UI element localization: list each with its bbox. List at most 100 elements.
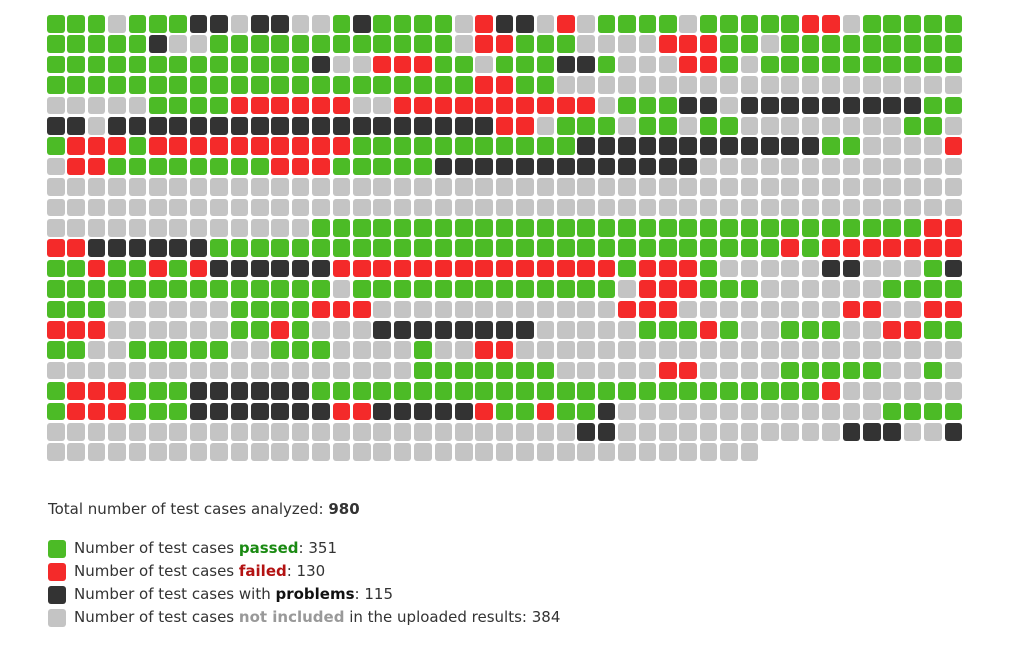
cell-not-included bbox=[801, 402, 820, 421]
cell-failed bbox=[393, 259, 412, 278]
cell-problem bbox=[108, 239, 126, 257]
cell-problem bbox=[271, 382, 289, 400]
cell-passed bbox=[597, 15, 616, 33]
cell-passed bbox=[924, 361, 942, 380]
cell-not-included bbox=[801, 178, 820, 196]
cell-passed bbox=[251, 300, 269, 319]
cell-not-included bbox=[557, 76, 575, 94]
cell-not-included bbox=[67, 361, 85, 380]
cell-failed bbox=[863, 239, 881, 257]
cell-not-included bbox=[169, 178, 187, 196]
cell-not-included bbox=[312, 178, 330, 196]
cell-passed bbox=[801, 219, 820, 237]
cell-not-included bbox=[781, 117, 799, 135]
cell-problem bbox=[618, 157, 636, 176]
cell-passed bbox=[638, 117, 657, 135]
cell-not-included bbox=[67, 198, 85, 217]
cell-passed bbox=[87, 300, 106, 319]
cell-failed bbox=[312, 137, 330, 155]
cell-passed bbox=[291, 321, 310, 339]
cell-failed bbox=[557, 259, 575, 278]
cell-not-included bbox=[149, 178, 167, 196]
cell-not-included bbox=[720, 178, 738, 196]
cell-passed bbox=[883, 35, 901, 53]
cell-passed bbox=[536, 219, 555, 237]
cell-passed bbox=[679, 321, 697, 339]
cell-passed bbox=[128, 402, 147, 421]
cell-passed bbox=[434, 382, 453, 400]
cell-not-included bbox=[740, 198, 759, 217]
cell-not-included bbox=[128, 443, 147, 461]
cell-not-included bbox=[495, 198, 514, 217]
cell-not-included bbox=[149, 219, 167, 237]
cell-not-included bbox=[434, 341, 453, 359]
cell-failed bbox=[944, 300, 963, 319]
cell-not-included bbox=[373, 443, 391, 461]
cell-failed bbox=[475, 15, 493, 33]
cell-passed bbox=[863, 55, 881, 74]
cell-not-included bbox=[822, 157, 840, 176]
cell-not-included bbox=[230, 219, 249, 237]
cell-not-included bbox=[577, 321, 595, 339]
cell-failed bbox=[67, 382, 85, 400]
cell-passed bbox=[455, 55, 473, 74]
cell-not-included bbox=[455, 35, 473, 53]
cell-problem bbox=[679, 96, 697, 115]
cell-passed bbox=[944, 96, 963, 115]
cell-passed bbox=[353, 382, 371, 400]
cell-passed bbox=[312, 280, 330, 298]
cell-not-included bbox=[679, 76, 697, 94]
cell-failed bbox=[944, 239, 963, 257]
cell-passed bbox=[659, 239, 677, 257]
cell-not-included bbox=[373, 178, 391, 196]
cell-not-included bbox=[577, 178, 595, 196]
cell-not-included bbox=[781, 280, 799, 298]
cell-passed bbox=[495, 382, 514, 400]
cell-failed bbox=[67, 137, 85, 155]
cell-not-included bbox=[373, 96, 391, 115]
cell-not-included bbox=[149, 198, 167, 217]
cell-passed bbox=[659, 321, 677, 339]
cell-failed bbox=[414, 55, 432, 74]
cell-not-included bbox=[373, 423, 391, 441]
cell-passed bbox=[455, 137, 473, 155]
swatch-failed bbox=[48, 563, 66, 581]
cell-passed bbox=[373, 35, 391, 53]
cell-not-included bbox=[393, 361, 412, 380]
cell-problem bbox=[312, 259, 330, 278]
cell-passed bbox=[251, 157, 269, 176]
cell-passed bbox=[577, 117, 595, 135]
cell-problem bbox=[393, 402, 412, 421]
cell-failed bbox=[67, 157, 85, 176]
cell-failed bbox=[863, 300, 881, 319]
cell-passed bbox=[516, 35, 534, 53]
cell-not-included bbox=[495, 423, 514, 441]
cell-problem bbox=[597, 402, 616, 421]
cell-not-included bbox=[699, 443, 718, 461]
legend-keyword-not-included: not included bbox=[238, 608, 345, 626]
cell-not-included bbox=[924, 198, 942, 217]
cell-passed bbox=[353, 280, 371, 298]
cell-problem bbox=[699, 137, 718, 155]
cell-failed bbox=[291, 96, 310, 115]
cell-passed bbox=[516, 219, 534, 237]
cell-passed bbox=[638, 15, 657, 33]
cell-not-included bbox=[169, 361, 187, 380]
cell-not-included bbox=[108, 423, 126, 441]
cell-passed bbox=[189, 96, 208, 115]
cell-passed bbox=[393, 157, 412, 176]
cell-problem bbox=[271, 402, 289, 421]
cell-passed bbox=[149, 280, 167, 298]
cell-passed bbox=[67, 15, 85, 33]
cell-passed bbox=[169, 55, 187, 74]
cell-passed bbox=[332, 382, 351, 400]
cell-problem bbox=[597, 157, 616, 176]
cell-passed bbox=[189, 280, 208, 298]
cell-not-included bbox=[210, 361, 228, 380]
cell-not-included bbox=[67, 423, 85, 441]
cell-not-included bbox=[781, 423, 799, 441]
cell-failed bbox=[659, 280, 677, 298]
cell-not-included bbox=[108, 96, 126, 115]
cell-not-included bbox=[638, 341, 657, 359]
cell-passed bbox=[332, 76, 351, 94]
